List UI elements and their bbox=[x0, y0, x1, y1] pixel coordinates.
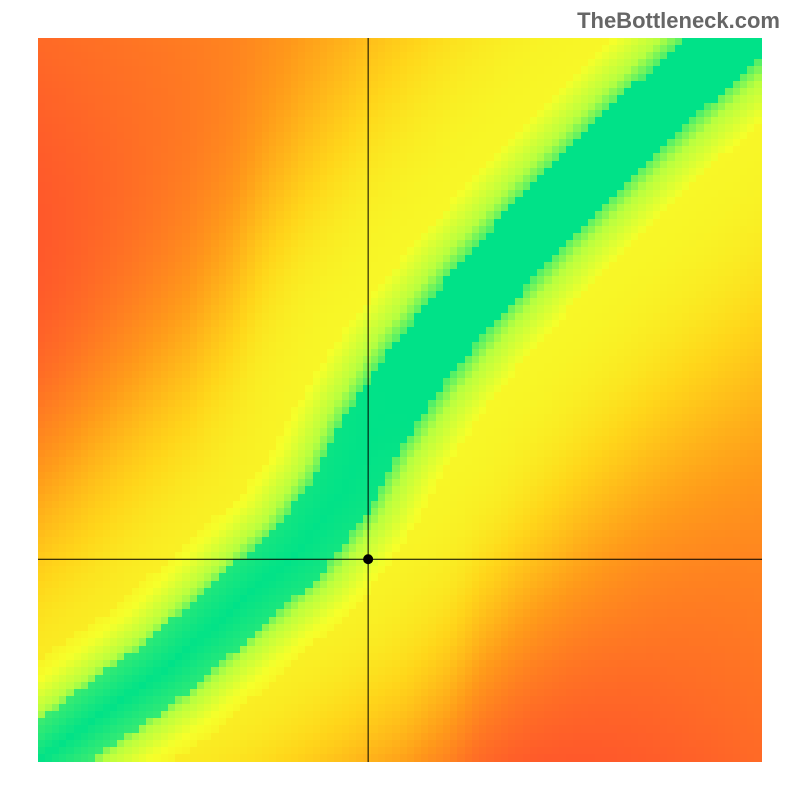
heatmap-canvas bbox=[38, 38, 762, 762]
bottleneck-heatmap bbox=[38, 38, 762, 762]
watermark-text: TheBottleneck.com bbox=[577, 8, 780, 34]
